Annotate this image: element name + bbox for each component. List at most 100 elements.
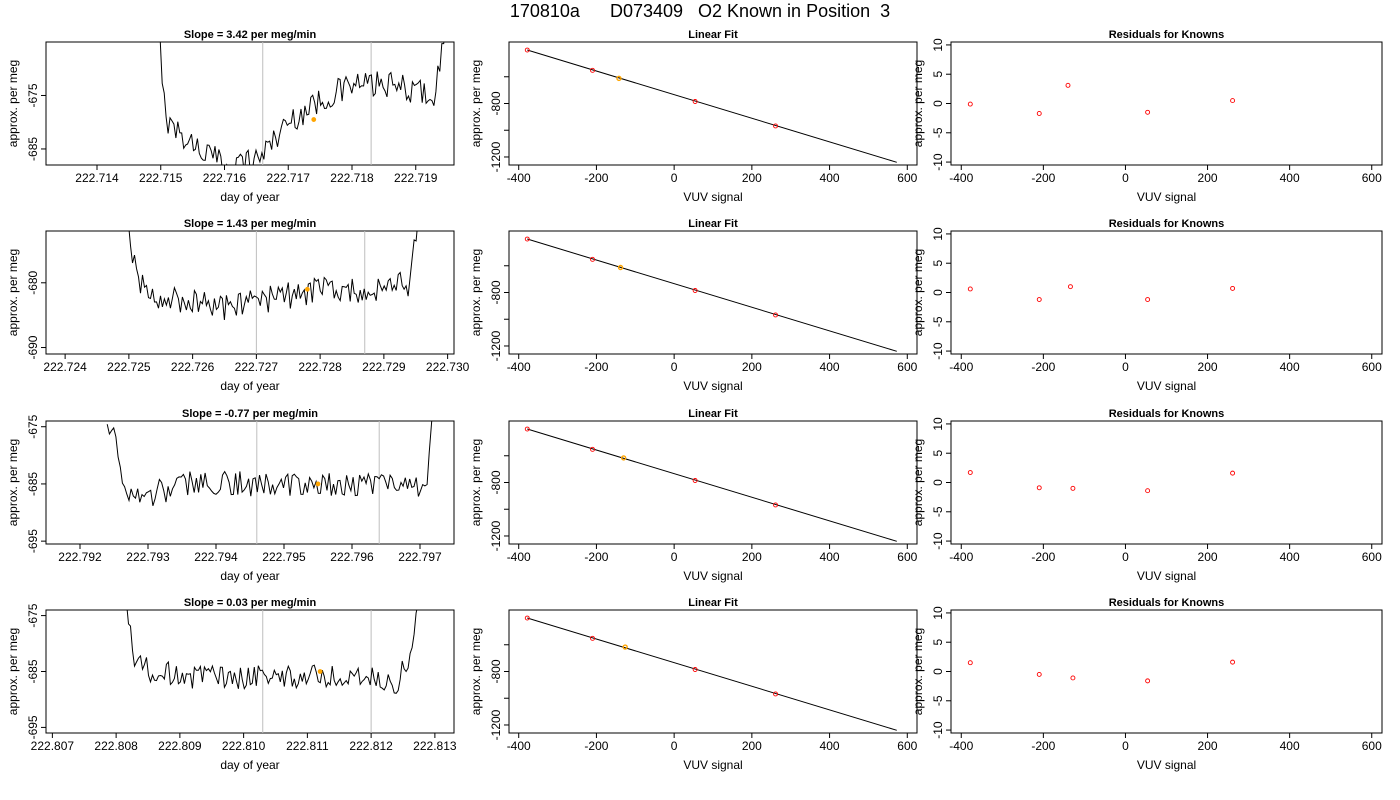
y-tick-label: -1200	[489, 330, 503, 361]
y-tick-label: -800	[489, 280, 503, 304]
panel-title: Slope = -0.77 per meg/min	[182, 408, 318, 420]
x-tick-label: 0	[1122, 360, 1129, 374]
y-axis-label: approx. per meg	[469, 628, 483, 715]
y-tick-label: -10	[931, 342, 945, 360]
x-tick-label: 222.719	[394, 171, 438, 185]
x-tick-label: 222.808	[94, 739, 138, 753]
known-point	[1230, 659, 1236, 665]
plot-frame	[45, 230, 455, 355]
known-point	[1230, 470, 1236, 476]
known-point	[590, 446, 595, 452]
known-point	[524, 236, 530, 242]
x-tick-label: 222.717	[267, 171, 311, 185]
y-tick-label: -685	[26, 137, 40, 161]
plot-data	[159, 42, 445, 165]
y-axis-label: approx. per meg	[911, 439, 925, 526]
y-tick-label: 10	[931, 38, 945, 52]
y-tick-label: 5	[931, 71, 945, 78]
y-tick-label: -5	[931, 506, 945, 517]
x-tick-label: 600	[1362, 360, 1382, 374]
x-tick-label: 222.792	[58, 550, 102, 564]
signal-trace	[128, 231, 418, 320]
x-tick-label: 200	[1198, 739, 1218, 753]
panel-6: Residuals for Knowns -400 -200 0 200 400 600 10…	[911, 218, 1383, 393]
y-tick-label: 0	[931, 100, 945, 107]
mean-marker	[317, 669, 323, 674]
y-tick-label: 10	[931, 606, 945, 620]
x-tick-label: 222.813	[413, 739, 457, 753]
y-tick-label: -800	[489, 91, 503, 115]
x-tick-label: 600	[897, 171, 917, 185]
panel-3: Residuals for Knowns -400 -200 0 200 400 600 10…	[911, 29, 1383, 204]
known-point	[1145, 297, 1151, 302]
known-point	[773, 312, 779, 318]
x-tick-label: 400	[1280, 360, 1300, 374]
x-axis-label: VUV signal	[683, 190, 742, 204]
x-axis-label: VUV signal	[683, 569, 742, 583]
plot-frame	[508, 609, 918, 734]
y-tick-label: -1200	[489, 520, 503, 551]
y-tick-label: 0	[931, 479, 945, 486]
x-tick-label: -400	[949, 739, 973, 753]
known-point	[524, 615, 530, 621]
plot-data	[524, 615, 897, 731]
known-point	[1036, 297, 1042, 302]
known-point	[773, 691, 779, 697]
highlight-point	[616, 75, 622, 82]
x-tick-label: -200	[584, 550, 608, 564]
x-axis-label: day of year	[220, 758, 279, 772]
plot-frame	[950, 230, 1383, 355]
x-tick-label: -200	[584, 739, 608, 753]
x-axis-label: day of year	[220, 379, 279, 393]
x-tick-label: 222.807	[31, 739, 75, 753]
known-point	[1070, 485, 1076, 491]
panel-title: Slope = 0.03 per meg/min	[184, 597, 317, 609]
x-tick-label: 222.794	[194, 550, 238, 564]
x-tick-label: -200	[1031, 550, 1055, 564]
plot-frame	[950, 609, 1383, 734]
highlight-point	[622, 644, 628, 650]
x-tick-label: 200	[742, 171, 762, 185]
mean-marker	[304, 286, 310, 292]
y-tick-label: -1200	[489, 141, 503, 172]
known-point	[773, 502, 779, 508]
x-tick-label: 222.809	[158, 739, 202, 753]
y-tick-label: -10	[931, 721, 945, 739]
highlight-point	[617, 264, 624, 271]
x-tick-label: 222.718	[330, 171, 374, 185]
panel-title: Residuals for Knowns	[1109, 218, 1225, 230]
x-tick-label: -400	[507, 739, 531, 753]
known-point	[1230, 98, 1236, 104]
y-axis-label: approx. per meg	[6, 628, 20, 715]
plot-data	[106, 421, 433, 544]
y-axis-label: approx. per meg	[6, 249, 20, 336]
x-tick-label: 222.727	[235, 360, 279, 374]
panel-1: Slope = 3.42 per meg/min 222.714 222.715 22…	[6, 29, 455, 204]
plot-data	[126, 610, 418, 733]
plot-data	[967, 82, 1236, 116]
panel-title: Slope = 3.42 per meg/min	[184, 29, 317, 41]
panel-title: Linear Fit	[688, 218, 738, 230]
x-tick-label: 0	[671, 739, 678, 753]
x-tick-label: 400	[1280, 171, 1300, 185]
x-tick-label: 222.793	[126, 550, 170, 564]
x-tick-label: 222.725	[107, 360, 151, 374]
y-tick-label: -10	[931, 532, 945, 550]
y-tick-label: -800	[489, 659, 503, 683]
y-tick-label: 5	[931, 639, 945, 646]
mean-marker	[315, 481, 321, 487]
plot-frame	[508, 420, 918, 545]
x-tick-label: -200	[1031, 360, 1055, 374]
known-point	[773, 123, 779, 129]
x-axis-label: VUV signal	[683, 758, 742, 772]
x-tick-label: -400	[949, 360, 973, 374]
fit-line	[527, 49, 897, 163]
x-tick-label: 400	[820, 360, 840, 374]
plot-data	[524, 236, 897, 352]
x-axis-label: day of year	[220, 569, 279, 583]
y-tick-label: 5	[931, 260, 945, 267]
known-point	[967, 286, 973, 292]
x-tick-label: 222.810	[222, 739, 266, 753]
y-tick-label: -5	[931, 316, 945, 327]
y-axis-label: approx. per meg	[469, 60, 483, 147]
